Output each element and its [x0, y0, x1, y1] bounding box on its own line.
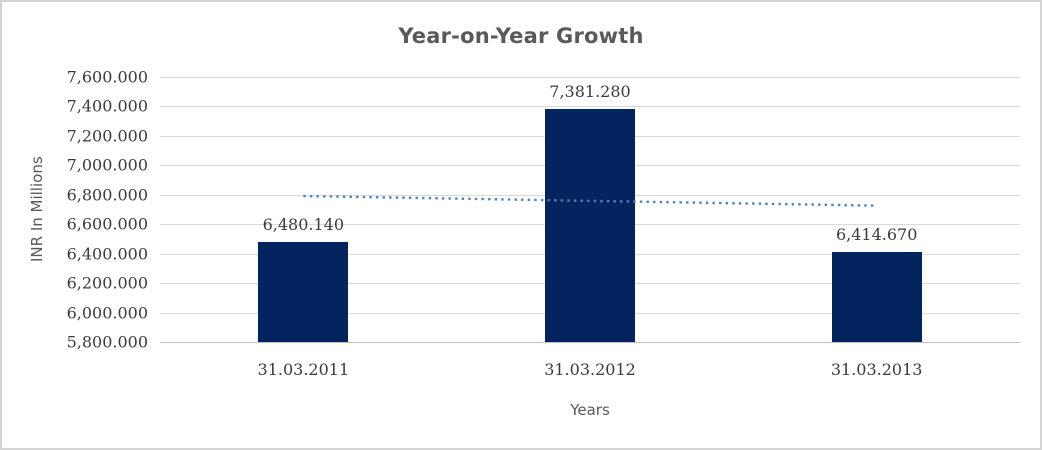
y-tick-label: 6,800.000 [66, 185, 148, 205]
x-axis-line [160, 342, 1020, 343]
x-axis-title: Years [570, 401, 610, 419]
plot-area: 6,480.140 7,381.280 6,414.670 [160, 77, 1020, 343]
y-tick-label: 7,400.000 [66, 96, 148, 116]
y-tick-label: 7,000.000 [66, 155, 148, 175]
x-tick-label: 31.03.2011 [257, 360, 350, 379]
chart-title: Year-on-Year Growth [398, 24, 644, 48]
x-tick-label: 31.03.2012 [544, 360, 636, 379]
y-tick-label: 6,000.000 [66, 303, 148, 323]
gridline [160, 77, 1020, 78]
gridline [160, 106, 1020, 108]
x-tick-label: 31.03.2013 [830, 360, 923, 379]
trendline [303, 194, 877, 207]
y-tick-label: 6,600.000 [66, 214, 148, 234]
bar[interactable] [831, 251, 922, 342]
y-tick-label: 6,200.000 [66, 273, 148, 293]
y-tick-label: 7,600.000 [66, 67, 148, 87]
bar[interactable] [258, 241, 349, 342]
bar[interactable] [545, 109, 635, 342]
bar-value-label: 6,480.140 [262, 214, 345, 234]
y-tick-label: 7,200.000 [66, 126, 148, 146]
y-tick-label: 6,400.000 [66, 244, 148, 264]
bar-value-label: 7,381.280 [549, 82, 631, 102]
bar-value-label: 6,414.670 [835, 224, 918, 244]
y-axis-tick-labels: 5,800.000 6,000.000 6,200.000 6,400.000 6,60… [2, 2, 148, 448]
y-tick-label: 5,800.000 [66, 332, 148, 352]
